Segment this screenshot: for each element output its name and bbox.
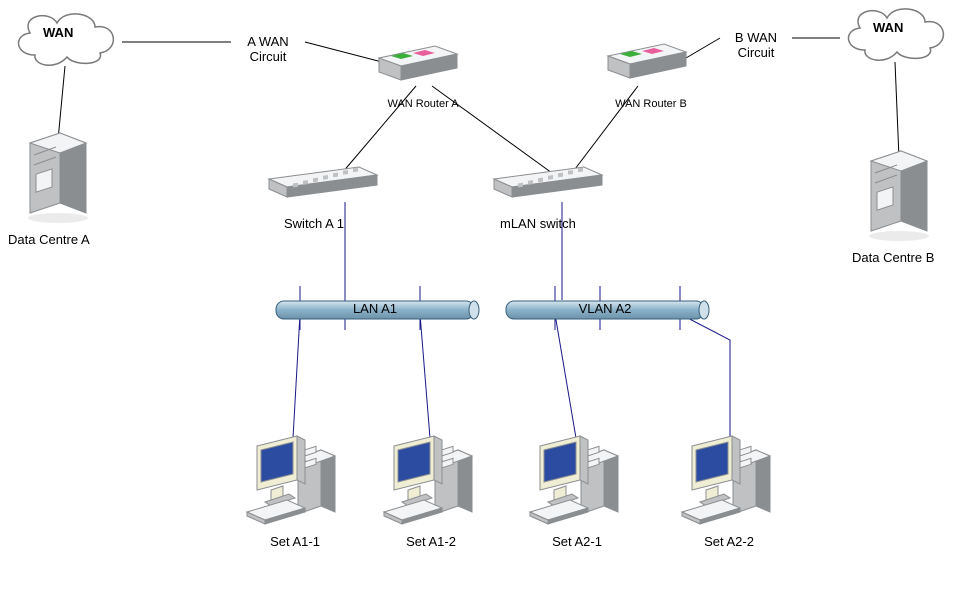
label-data-centre-b: Data Centre B <box>852 250 952 265</box>
router-wan-a <box>373 42 463 88</box>
server-data-centre-b <box>859 143 939 243</box>
label-pc-a1-2: Set A1-2 <box>396 534 466 549</box>
wan-right-label: WAN <box>873 20 903 35</box>
server-data-centre-a <box>18 125 98 225</box>
wan-left-label: WAN <box>43 25 73 40</box>
label-router-a: WAN Router A <box>378 98 468 110</box>
router-wan-b <box>602 40 692 86</box>
label-switch-a1: Switch A 1 <box>284 216 364 231</box>
label-switch-mlan: mLAN switch <box>500 216 600 231</box>
label-lan-a2: VLAN A2 <box>500 301 710 316</box>
network-links <box>0 0 964 597</box>
label-pc-a2-2: Set A2-2 <box>694 534 764 549</box>
wan-cloud-left: WAN <box>5 5 125 75</box>
pc-set-a2-2 <box>678 430 778 530</box>
pc-set-a2-1 <box>526 430 626 530</box>
link-label-a-wan: A WAN Circuit <box>232 34 304 64</box>
label-lan-a1: LAN A1 <box>270 301 480 316</box>
lan-pipe-a1: LAN A1 <box>270 300 480 320</box>
switch-mlan <box>488 165 608 205</box>
wan-cloud-right: WAN <box>835 0 955 70</box>
lan-pipe-a2: VLAN A2 <box>500 300 710 320</box>
link-label-b-wan: B WAN Circuit <box>720 30 792 60</box>
pc-set-a1-2 <box>380 430 480 530</box>
label-data-centre-a: Data Centre A <box>8 232 108 247</box>
label-pc-a1-1: Set A1-1 <box>260 534 330 549</box>
label-router-b: WAN Router B <box>606 98 696 110</box>
pc-set-a1-1 <box>243 430 343 530</box>
label-pc-a2-1: Set A2-1 <box>542 534 612 549</box>
switch-a1 <box>263 165 383 205</box>
